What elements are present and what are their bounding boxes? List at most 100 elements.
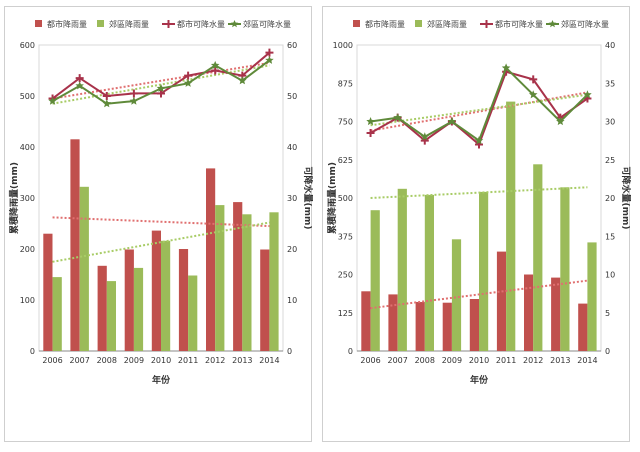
bar — [506, 101, 516, 351]
legend-entry: 都市降雨量 — [365, 19, 405, 29]
x-tick-label: 2011 — [178, 356, 198, 365]
bar — [397, 188, 407, 351]
bar — [361, 291, 371, 351]
trendline — [370, 93, 588, 127]
y-tick-label: 500 — [338, 194, 353, 203]
point-marker — [528, 90, 538, 99]
y2-axis-title: 可降水量(mm) — [620, 167, 631, 230]
chart-left: 0 100 200 300 400 500 600 0 10 20 30 40 50 60 2006 2007… — [8, 19, 313, 386]
trendline — [52, 216, 270, 228]
bar — [587, 242, 597, 351]
x-tick-label: 2009 — [124, 356, 144, 365]
bar — [206, 168, 216, 351]
point-marker — [447, 117, 457, 126]
bar — [388, 294, 398, 351]
bar — [106, 281, 116, 351]
x-tick-label: 2013 — [232, 356, 252, 365]
point-marker — [129, 89, 138, 98]
bar — [560, 187, 570, 351]
x-tick-label: 2013 — [550, 356, 570, 365]
y-tick-label: 300 — [20, 194, 35, 203]
bar — [52, 277, 62, 351]
y2-tick-label: 40 — [605, 41, 615, 50]
y2-tick-label: 25 — [605, 156, 615, 165]
x-tick-label: 2012 — [523, 356, 543, 365]
point-marker — [157, 89, 165, 98]
y-tick-label: 0 — [30, 347, 35, 356]
x-tick-label: 2014 — [259, 356, 279, 365]
y2-tick-label: 0 — [605, 347, 610, 356]
x-tick-label: 2008 — [415, 356, 435, 365]
bar — [97, 265, 107, 351]
point-marker — [102, 92, 111, 100]
point-marker — [75, 81, 84, 90]
legend-swatch — [353, 20, 360, 27]
trendline — [52, 221, 270, 263]
bar — [469, 299, 479, 351]
y2-tick-label: 35 — [605, 79, 615, 88]
y2-tick-label: 10 — [287, 296, 297, 305]
point-marker — [393, 113, 402, 122]
x-tick-label: 2007 — [387, 356, 407, 365]
x-tick-label: 2014 — [577, 356, 597, 365]
series-line — [370, 66, 589, 143]
y-tick-label: 100 — [20, 296, 35, 305]
legend-swatch — [415, 20, 422, 27]
bar — [178, 249, 189, 351]
y-tick-label: 200 — [20, 245, 35, 254]
point-marker — [102, 99, 112, 108]
bar — [79, 186, 89, 351]
bar — [524, 274, 534, 351]
point-marker — [366, 128, 375, 137]
x-tick-label: 2010 — [151, 356, 171, 365]
bar — [124, 249, 134, 351]
point-marker — [238, 76, 247, 85]
legend-entry: 郊區可降水量 — [561, 19, 609, 29]
bar — [242, 214, 252, 351]
point-marker — [501, 63, 511, 72]
legend-entry: 都市可降水量 — [177, 19, 225, 29]
bar — [133, 267, 144, 351]
x-tick-label: 2008 — [97, 356, 117, 365]
bar — [233, 202, 243, 351]
chart-panel-left: 0 100 200 300 400 500 600 0 10 20 30 40 50 60 2006 2007… — [4, 6, 313, 442]
point-marker — [211, 66, 220, 75]
bar — [70, 139, 80, 351]
y-tick-label: 500 — [20, 92, 35, 101]
bar — [151, 230, 161, 351]
bar — [424, 194, 434, 351]
x-tick-label: 2009 — [442, 356, 462, 365]
y-tick-label: 375 — [338, 232, 353, 241]
point-marker — [184, 71, 193, 80]
point-marker — [156, 83, 166, 92]
bar — [451, 239, 462, 351]
bar — [415, 302, 425, 351]
bar — [161, 240, 171, 351]
chart-right: 0 125 250 375 500 625 750 875 1000 0 5 10 15 20 25 30 35… — [326, 19, 631, 386]
legend-swatch — [35, 20, 42, 27]
point-marker — [420, 132, 430, 141]
point-marker — [529, 75, 538, 84]
y2-tick-label: 20 — [287, 245, 297, 254]
y-tick-label: 250 — [338, 271, 353, 280]
series-line — [370, 70, 588, 147]
x-axis-title: 年份 — [470, 374, 489, 386]
point-marker — [265, 55, 274, 64]
x-tick-label: 2007 — [69, 356, 89, 365]
x-tick-label: 2006 — [360, 356, 380, 365]
point-marker — [129, 96, 139, 105]
y-tick-label: 625 — [338, 156, 353, 165]
y2-tick-label: 10 — [605, 271, 615, 280]
x-tick-label: 2011 — [496, 356, 516, 365]
legend-marker — [548, 20, 557, 28]
point-marker — [366, 117, 375, 126]
bar — [43, 233, 53, 351]
legend-entry: 都市降雨量 — [47, 19, 87, 29]
point-marker — [75, 74, 84, 83]
point-marker — [556, 117, 565, 126]
y-tick-label: 400 — [20, 143, 35, 152]
legend-entry: 郊區降雨量 — [427, 19, 467, 29]
x-axis-title: 年份 — [152, 374, 171, 386]
bar — [578, 303, 588, 351]
y2-tick-label: 40 — [287, 143, 297, 152]
